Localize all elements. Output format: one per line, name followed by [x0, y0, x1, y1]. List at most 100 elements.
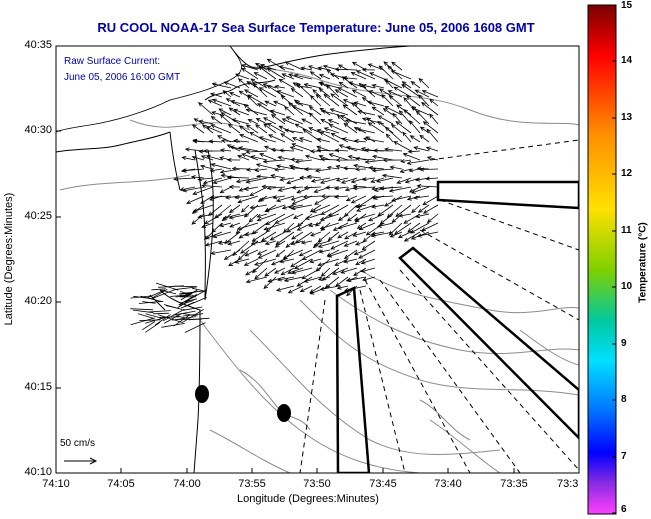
- current-vector-head: [330, 73, 335, 78]
- current-vector-head: [317, 276, 323, 281]
- current-vector-head: [315, 222, 320, 227]
- current-vector: [157, 314, 183, 323]
- current-vector: [232, 168, 250, 170]
- current-vector-head: [409, 135, 415, 140]
- current-vector: [310, 95, 322, 107]
- current-vector: [358, 110, 376, 116]
- current-vector: [308, 65, 322, 71]
- current-vector: [318, 82, 340, 89]
- current-vector-head: [247, 119, 253, 123]
- current-vector-head: [408, 168, 414, 173]
- current-vector-head: [262, 117, 268, 122]
- current-vector: [321, 158, 340, 161]
- current-vector-head: [352, 186, 358, 191]
- current-vector: [249, 186, 268, 197]
- current-vector-head: [286, 228, 291, 233]
- current-vector: [354, 213, 376, 221]
- current-vector: [296, 85, 313, 89]
- current-vector: [338, 213, 349, 221]
- current-vector-head: [388, 95, 394, 100]
- current-vector: [199, 120, 214, 125]
- current-vector: [317, 149, 340, 152]
- current-vector-head: [209, 168, 215, 173]
- current-vector-head: [426, 156, 432, 161]
- current-vector: [291, 204, 313, 210]
- current-vector: [282, 118, 295, 125]
- current-vector-head: [419, 126, 425, 131]
- colorbar-ticks: [612, 4, 616, 514]
- current-vector-head: [287, 270, 293, 274]
- current-vector-head: [313, 189, 319, 193]
- current-vector-head: [251, 237, 257, 242]
- current-vector-head: [181, 156, 187, 161]
- current-vector: [328, 249, 349, 258]
- current-vector-head: [243, 89, 249, 94]
- current-vector-head: [290, 196, 296, 201]
- current-vector-head: [313, 242, 319, 247]
- current-vector-head: [328, 212, 334, 217]
- current-vector: [389, 186, 412, 192]
- current-vector-head: [398, 213, 404, 218]
- current-vector-head: [418, 94, 423, 100]
- current-vector-head: [173, 176, 178, 182]
- current-vector-head: [335, 282, 340, 287]
- current-vector-head: [269, 109, 275, 114]
- current-vector: [257, 103, 277, 116]
- current-vector-head: [325, 84, 331, 89]
- current-vector: [292, 105, 313, 116]
- current-vector: [203, 177, 223, 184]
- current-vector: [309, 222, 322, 227]
- current-vector: [221, 140, 241, 143]
- current-vector: [198, 213, 214, 218]
- current-vector-head: [228, 215, 234, 220]
- current-vector-head: [266, 67, 272, 73]
- current-vector: [356, 70, 376, 80]
- current-vector-head: [343, 254, 349, 260]
- current-vector-head: [291, 235, 296, 240]
- current-vector: [284, 276, 304, 282]
- current-vector: [290, 146, 304, 152]
- current-vector-head: [353, 101, 359, 106]
- current-vector-head: [284, 128, 290, 133]
- current-vector: [321, 204, 340, 215]
- current-vector-head: [371, 106, 377, 111]
- current-vector: [300, 285, 313, 292]
- current-vector: [406, 95, 421, 107]
- current-vector: [283, 249, 304, 259]
- current-vector: [351, 102, 367, 116]
- current-vector: [356, 204, 376, 212]
- current-vector: [241, 153, 259, 161]
- current-vector: [206, 126, 223, 134]
- current-vector-head: [410, 235, 416, 240]
- current-vector-head: [382, 158, 388, 163]
- current-vector: [362, 240, 376, 250]
- current-vector: [310, 285, 331, 295]
- current-vector-head: [409, 120, 414, 125]
- current-vector: [181, 308, 204, 324]
- current-vector: [144, 316, 168, 324]
- current-vector-head: [286, 180, 292, 185]
- current-vector: [179, 290, 205, 295]
- current-vector-head: [233, 138, 239, 143]
- current-vector: [235, 73, 250, 80]
- current-vector: [380, 213, 394, 225]
- current-vector-head: [398, 110, 404, 115]
- current-vector-head: [268, 134, 273, 139]
- current-vector: [241, 204, 250, 213]
- current-vector: [267, 122, 286, 134]
- current-vector: [161, 289, 177, 295]
- current-vector-head: [202, 180, 208, 185]
- current-vector-head: [259, 197, 264, 202]
- current-vector: [291, 159, 304, 161]
- current-vector: [320, 285, 340, 290]
- current-vector: [380, 186, 403, 189]
- current-vector-head: [407, 228, 412, 233]
- current-vector-head: [249, 131, 255, 136]
- current-vector-head: [207, 99, 213, 104]
- current-vector-head: [370, 231, 376, 236]
- current-vector-head: [344, 118, 350, 124]
- current-vector-head: [418, 77, 424, 83]
- current-vector: [151, 288, 166, 291]
- current-vector-head: [229, 92, 234, 96]
- current-vector-head: [355, 261, 360, 266]
